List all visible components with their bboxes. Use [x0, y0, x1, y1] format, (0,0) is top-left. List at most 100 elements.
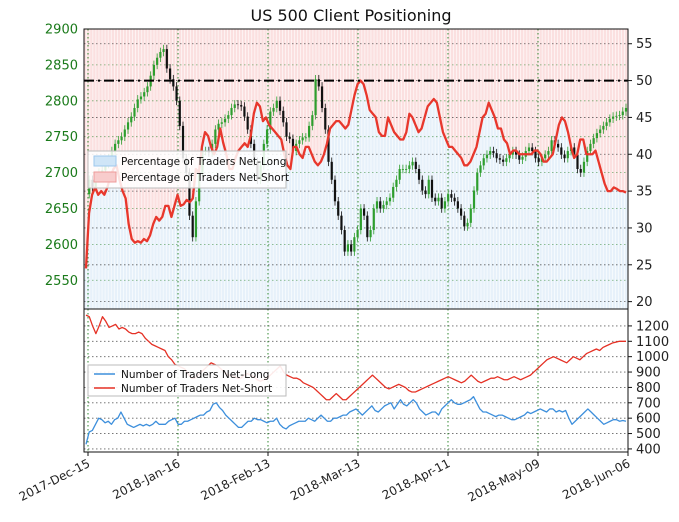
- net-long-area-bar: [499, 128, 503, 309]
- net-long-area-bar: [411, 117, 414, 309]
- net-long-area-bar: [514, 150, 518, 309]
- net-short-area-bar: [105, 29, 108, 188]
- net-short-area-bar: [432, 29, 435, 99]
- net-long-area-bar: [557, 124, 561, 309]
- net-long-area-bar: [310, 154, 313, 309]
- x-tick-label: 2018-May-09: [466, 456, 543, 504]
- net-short-area-bar: [505, 29, 509, 144]
- net-short-area-bar: [212, 29, 215, 155]
- candle-body: [456, 201, 459, 209]
- net-long-area-bar: [84, 268, 87, 309]
- candle-body: [550, 140, 553, 152]
- net-short-area-bar: [444, 29, 448, 140]
- candle-body: [314, 79, 317, 116]
- candle-body: [557, 143, 560, 148]
- net-short-area-bar: [99, 29, 102, 192]
- net-long-area-bar: [530, 154, 533, 309]
- net-short-area-bar: [291, 29, 295, 147]
- net-long-area-bar: [349, 110, 353, 309]
- net-long-area-bar: [585, 154, 588, 309]
- candle-body: [427, 179, 430, 195]
- net-long-area-bar: [270, 128, 273, 309]
- net-long-area-bar: [579, 139, 582, 309]
- net-short-area-bar: [514, 29, 518, 151]
- net-short-area-bar: [102, 29, 105, 195]
- candle-body: [537, 158, 540, 162]
- candle-body: [146, 86, 149, 93]
- candle-body: [414, 161, 417, 169]
- net-long-area-bar: [261, 121, 264, 309]
- bottom-panel-frame: [83, 308, 629, 453]
- net-short-area-bar: [499, 29, 503, 129]
- net-short-area-bar: [414, 29, 417, 125]
- net-short-area-bar: [111, 29, 114, 169]
- candle-body: [278, 100, 282, 111]
- net-long-area-bar: [389, 124, 393, 309]
- net-long-area-bar: [203, 132, 206, 309]
- candle-body: [582, 161, 586, 173]
- net-long-area-bar: [148, 235, 151, 309]
- net-short-area-bar: [123, 29, 127, 199]
- candle-body: [275, 100, 278, 108]
- net-long-area-bar: [108, 176, 111, 309]
- candle-body: [498, 158, 501, 160]
- net-short-area-bar: [325, 29, 328, 144]
- candle-body: [227, 115, 230, 119]
- net-long-area-bar: [432, 99, 435, 309]
- candle-body: [511, 151, 514, 155]
- candle-body: [621, 111, 624, 116]
- candle-body: [372, 208, 375, 231]
- net-short-area-bar: [200, 29, 203, 147]
- net-short-area-bar: [484, 29, 487, 114]
- net-long-area-bar: [435, 102, 438, 310]
- candle-body: [159, 51, 162, 58]
- candle-body: [324, 107, 327, 130]
- candle-body: [534, 151, 537, 159]
- net-short-area-bar: [142, 29, 145, 239]
- bottom-panel-grid: [84, 309, 629, 452]
- net-long-area-bar: [126, 224, 130, 309]
- net-short-area-bar: [145, 29, 148, 242]
- net-short-area-bar: [184, 29, 188, 200]
- net-short-area-bar: [343, 29, 347, 129]
- candle-body: [330, 161, 333, 180]
- net-long-area-bar: [169, 216, 173, 309]
- net-short-area-bar: [618, 29, 622, 192]
- net-short-area-bar: [521, 29, 524, 155]
- candle-body: [362, 208, 366, 216]
- net-long-area-bar: [224, 154, 228, 309]
- net-short-area-bar: [316, 29, 319, 166]
- net-long-area-bar: [313, 161, 316, 309]
- right-tick-label: 500: [636, 427, 661, 442]
- net-long-area-bar: [563, 121, 567, 309]
- net-short-area-bar: [307, 29, 310, 147]
- net-long-area-bar: [456, 154, 460, 309]
- net-long-area-bar: [472, 154, 475, 309]
- net-short-area-bar: [300, 29, 304, 158]
- net-long-area-bar: [466, 165, 469, 309]
- net-long-area-bar: [365, 95, 368, 309]
- net-long-area-bar: [533, 150, 536, 309]
- candle-body: [615, 115, 618, 117]
- candle-body: [285, 122, 288, 137]
- net-short-area-bar: [294, 29, 298, 147]
- legend-label-net-long: Percentage of Traders Net-Long: [121, 156, 286, 168]
- net-short-area-bar: [139, 29, 142, 243]
- candle-body: [437, 197, 440, 202]
- net-long-area-bar: [377, 132, 380, 309]
- candle-body: [317, 79, 320, 87]
- legend-swatch-net-short: [93, 171, 117, 183]
- candle-body: [592, 138, 595, 144]
- net-short-area-bar: [194, 29, 197, 169]
- net-short-area-bar: [129, 29, 133, 239]
- net-long-area-bar: [194, 169, 197, 309]
- net-long-area-bar: [227, 169, 231, 309]
- candle-body: [459, 208, 463, 216]
- net-long-area-bar: [132, 242, 136, 309]
- net-short-area-bar: [411, 29, 414, 118]
- net-short-area-bar: [319, 29, 322, 162]
- net-short-area-bar: [524, 29, 527, 155]
- net-long-area-bar: [288, 169, 292, 309]
